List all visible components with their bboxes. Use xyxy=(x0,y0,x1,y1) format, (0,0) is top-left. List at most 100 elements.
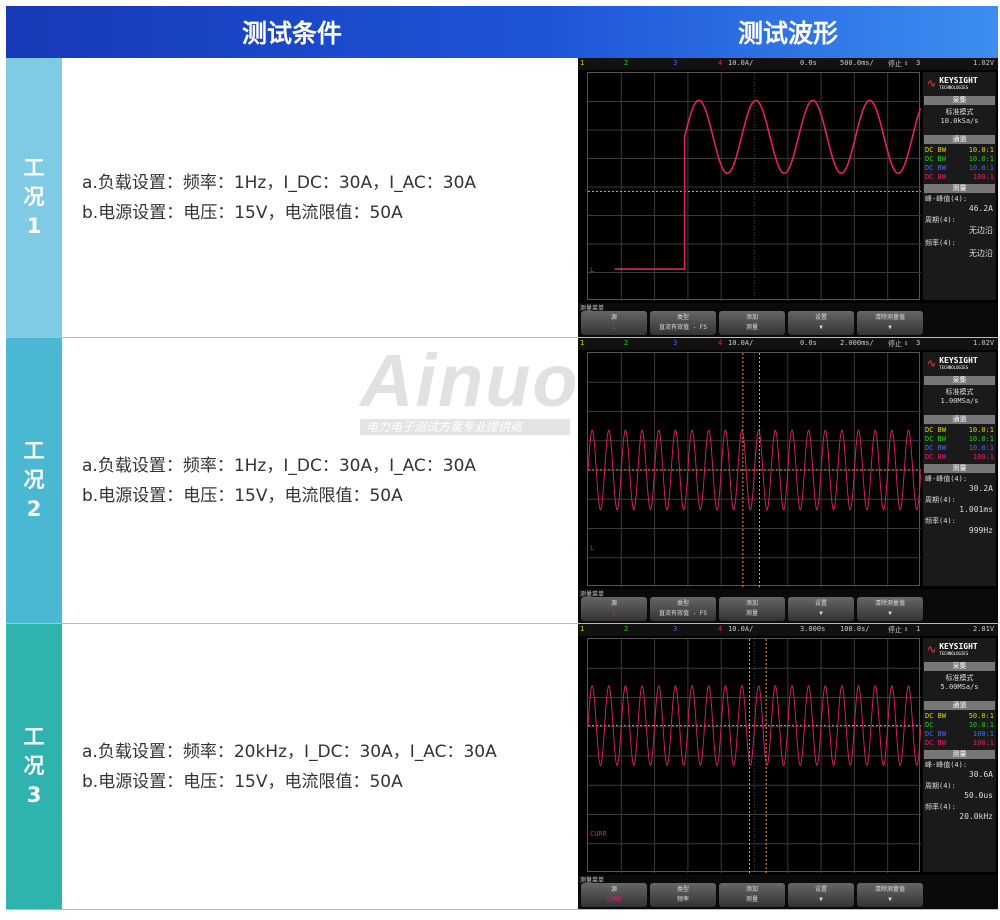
waveform-display: L xyxy=(587,352,922,587)
scope-side-panel: ∿ KEYSIGHT TECHNOLOGIES 采集 标准模式 5.00MSa/s 通道 DC… xyxy=(923,638,996,872)
softkey-button[interactable]: 清除测量值 ▼ xyxy=(857,883,923,907)
sample-rate: 1.00MSa/s xyxy=(940,397,979,405)
coupling: DC BW xyxy=(925,173,947,181)
softkey-button[interactable]: 类型直流有效值 - FS xyxy=(650,311,716,335)
probe-ratio: 10.0:1 xyxy=(968,721,994,729)
softkey-title: 源 xyxy=(610,886,617,893)
coupling: DC BW xyxy=(925,453,947,461)
sample-rate: 10.0kSa/s xyxy=(940,117,979,125)
brand-sub: TECHNOLOGIES xyxy=(939,365,969,370)
softkey-sub: ▼ xyxy=(888,610,892,617)
measurement-value: 30.6A xyxy=(968,770,993,779)
softkey-sub: ▼ xyxy=(819,610,823,617)
run-status: 停止 xyxy=(888,626,902,634)
oscilloscope-screenshot: 1 2 3 4 10.0A/0.0s 500.0ms/停止 3 1.02V ⇕ L ∿ KEYSIGH… xyxy=(578,58,998,337)
trigger-level-icon: ⇕ xyxy=(904,59,909,67)
softkey-button[interactable]: 设置 ▼ xyxy=(788,597,854,621)
measurement-label: 频率(4): xyxy=(925,239,956,247)
condition-label-char: 1 xyxy=(26,214,42,238)
trigger-level-icon: ⇕ xyxy=(904,339,909,347)
softkey-title: 添加 xyxy=(745,600,758,607)
waveform-plot: L xyxy=(587,353,922,587)
scope-side-panel: ∿ KEYSIGHT TECHNOLOGIES 采集 标准模式 1.00MSa/s 通道 DC… xyxy=(923,352,996,586)
load-settings-text: a.负载设置：频率：1Hz，I_DC：30A，I_AC：30A xyxy=(82,455,477,476)
channel-indicator: 2 xyxy=(624,339,629,347)
channel-setting: DC BW 10.0:1 xyxy=(923,435,996,444)
oscilloscope-screenshot: 1 2 3 4 10.0A/3.000s 100.0s/停止 1 2.01V ⇕ CURR ∿ KEY… xyxy=(578,624,998,909)
channel-marker: L xyxy=(590,544,594,552)
softkey-sub: ▼ xyxy=(888,896,892,903)
keysight-logo: ∿ KEYSIGHT TECHNOLOGIES xyxy=(923,638,996,660)
brand-name: KEYSIGHT xyxy=(939,356,978,365)
softkey-button[interactable]: 清除测量值 ▼ xyxy=(857,597,923,621)
channel-indicator: 4 xyxy=(718,339,723,347)
channels-header: 通道 xyxy=(924,135,995,144)
time-delay: 3.000s xyxy=(800,625,826,633)
softkey-button[interactable]: 设置 ▼ xyxy=(788,883,854,907)
softkey-button[interactable]: 类型 频率 xyxy=(650,883,716,907)
channel-indicator: 4 xyxy=(718,59,723,67)
acquisition-mode: 标准模式 xyxy=(945,108,974,116)
condition-label-char: 况 xyxy=(23,754,45,778)
softkey-button[interactable]: 添加 测量 xyxy=(719,597,785,621)
power-settings-text: b.电源设置：电压：15V，电流限值：50A xyxy=(82,202,403,223)
condition-label-char: 3 xyxy=(26,783,42,807)
measurement-label: 周期(4): xyxy=(925,216,956,224)
time-delay: 0.0s xyxy=(800,339,817,347)
softkey-sub: 频率 xyxy=(676,896,689,903)
measurement-value: 20.0kHz xyxy=(959,812,993,821)
timebase: 100.0s/ xyxy=(840,625,870,633)
trigger-source: 1 xyxy=(916,625,921,633)
vertical-scale: 10.0A/ xyxy=(728,59,754,67)
trigger-source: 3 xyxy=(916,59,921,67)
acquisition-header: 采集 xyxy=(924,662,995,671)
condition-label-char: 2 xyxy=(26,497,42,521)
condition-label-char: 工 xyxy=(23,156,45,180)
acquisition-header: 采集 xyxy=(924,376,995,385)
channel-setting: DC BW 10.0:1 xyxy=(923,146,996,155)
softkey-button[interactable]: 类型 直流有效值 - FS xyxy=(650,597,716,621)
probe-ratio: 10.0:1 xyxy=(968,426,994,434)
softkey-sub: 测量 xyxy=(745,610,758,617)
softkey-sub: ▼ xyxy=(888,324,892,331)
softkey-sub: ▼ xyxy=(819,324,823,331)
channel-setting: DC BW 50.0:1 xyxy=(923,712,996,721)
header-test-conditions: 测试条件 xyxy=(241,19,342,48)
measurements-header: 测量 xyxy=(924,184,995,193)
coupling: DC BW xyxy=(925,712,947,720)
probe-ratio: 100:1 xyxy=(972,730,994,738)
softkey-sub: 测量 xyxy=(745,324,758,331)
softkey-title: 设置 xyxy=(814,886,827,893)
measurements-header: 测量 xyxy=(924,750,995,759)
channel-indicator: 2 xyxy=(624,59,629,67)
channel-indicator: 4 xyxy=(718,625,723,633)
channel-indicator: 3 xyxy=(673,339,678,347)
oscilloscope-screenshot: 1 2 3 4 10.0A/0.0s 2.000ms/停止 3 1.02V ⇕ L ∿ KEYSIGH… xyxy=(578,338,998,623)
softkey-sub: 直流有效值 - FS xyxy=(658,324,708,331)
softkey-button[interactable]: 添加 测量 xyxy=(719,883,785,907)
softkey-title: 清除测量值 xyxy=(874,886,905,893)
measurement-value: 30.2A xyxy=(968,484,993,493)
softkey-title: 类型 xyxy=(676,314,689,321)
softkey-button[interactable]: 添加 测量 xyxy=(719,311,785,335)
softkey-button[interactable]: 清除测量值 ▼ xyxy=(857,311,923,335)
keysight-wave-icon: ∿ xyxy=(927,356,937,370)
waveform-display: CURR xyxy=(587,638,922,873)
table-header: 测试条件 测试波形 xyxy=(6,6,998,58)
probe-ratio: 10.0:1 xyxy=(968,164,994,172)
softkey-button[interactable]: 设置 ▼ xyxy=(788,311,854,335)
coupling: DC BW xyxy=(925,146,947,154)
channel-setting: DC BW 100:1 xyxy=(923,739,996,748)
test-conditions-cell: a.负载设置：频率：1Hz，I_DC：30A，I_AC：30A b.电源设置：电压… xyxy=(62,58,578,337)
probe-ratio: 50.0:1 xyxy=(968,712,994,720)
softkey-button[interactable]: 源 CURR xyxy=(581,883,647,907)
softkey-sub: L xyxy=(612,610,616,617)
channel-setting: DC BW 10.0:1 xyxy=(923,426,996,435)
softkey-title: 添加 xyxy=(745,886,758,893)
waveform-plot: CURR xyxy=(587,639,922,873)
probe-ratio: 10.0:1 xyxy=(968,146,994,154)
channel-indicator: 1 xyxy=(580,625,585,633)
load-settings-text: a.负载设置：频率：20kHz，I_DC：30A，I_AC：30A xyxy=(82,741,497,762)
